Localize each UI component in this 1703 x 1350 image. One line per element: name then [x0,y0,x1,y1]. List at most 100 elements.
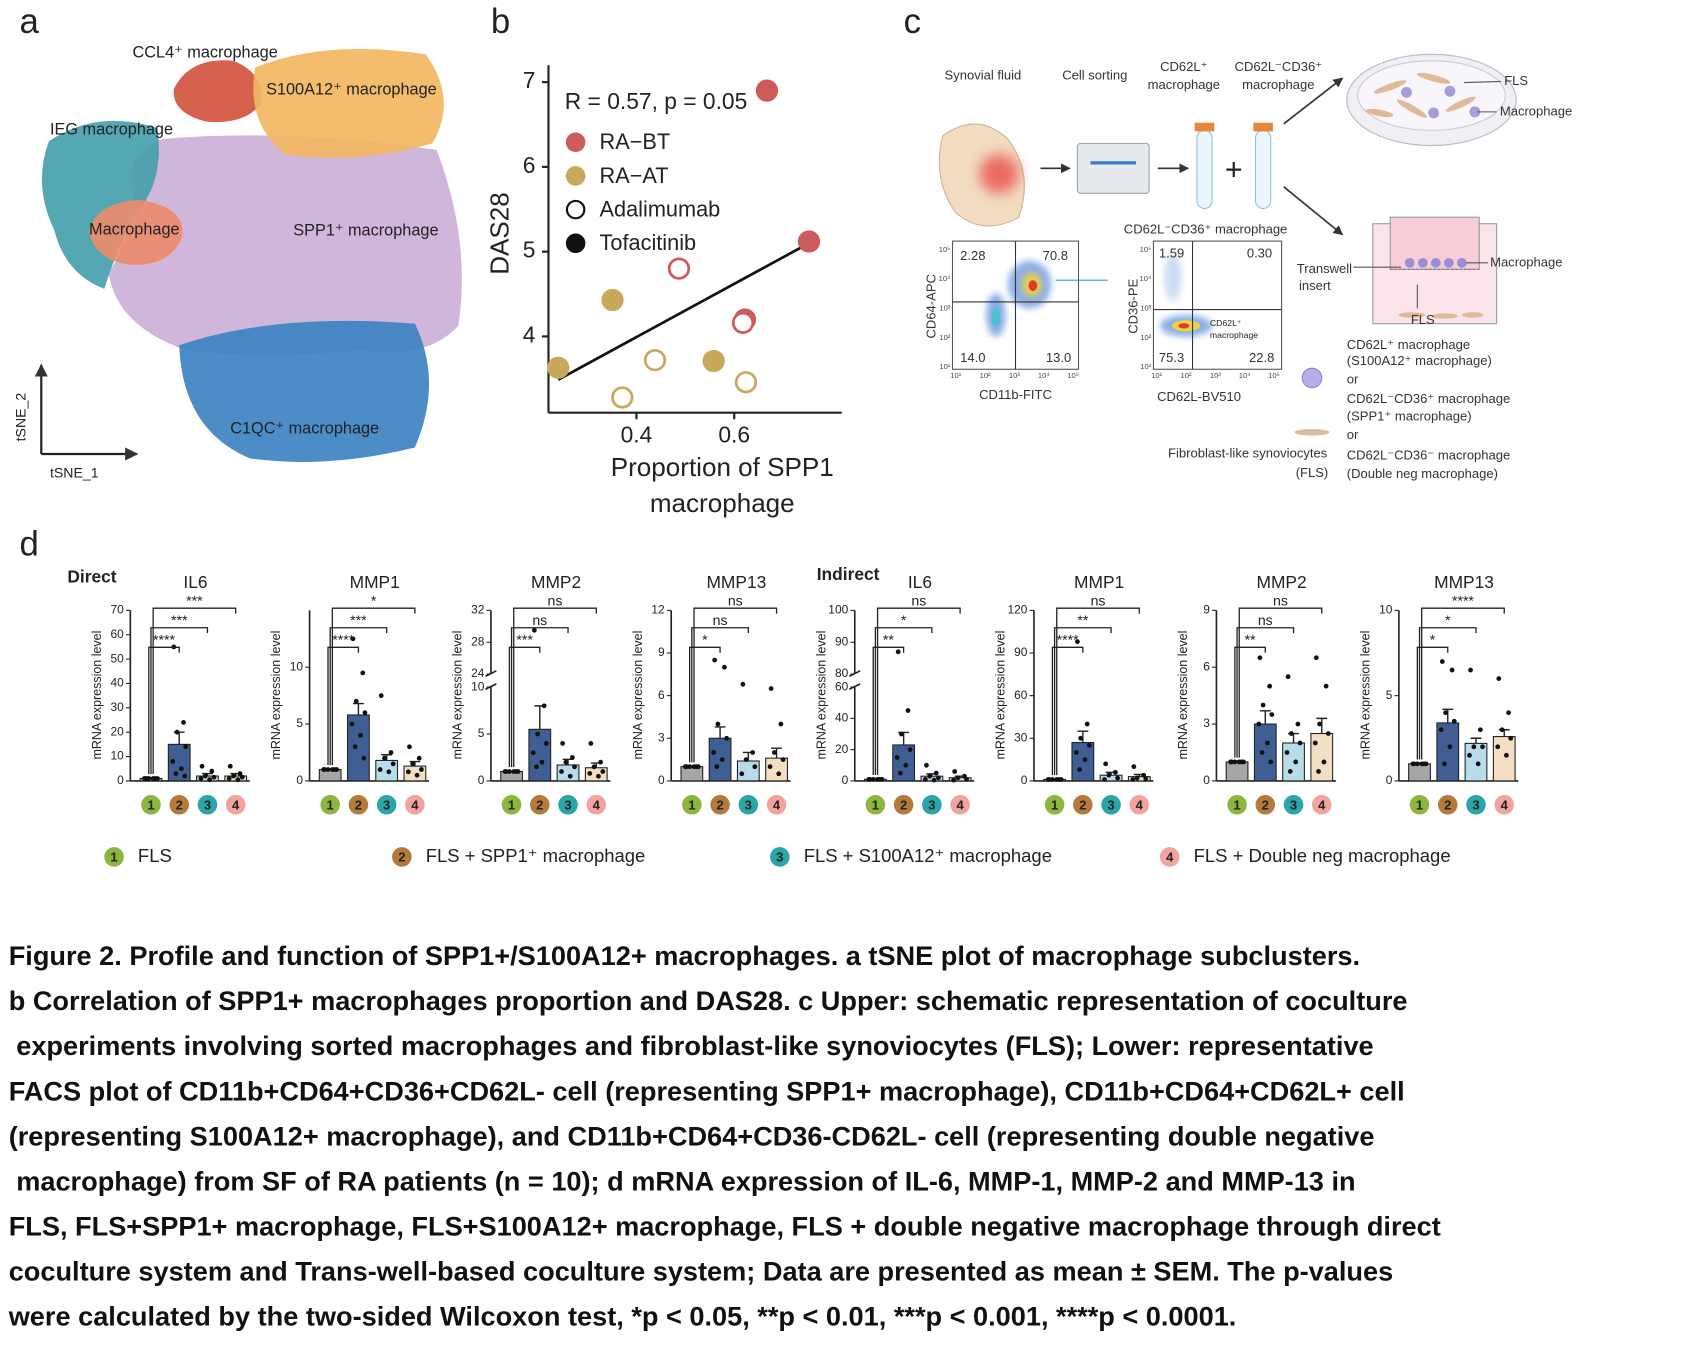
data-point [1288,731,1294,736]
tube-cap [1253,122,1273,132]
chart-title: MMP13 [706,572,766,592]
y-axis-title: mRNA expression level [631,631,645,760]
x-tick-label: 4 [411,797,419,812]
data-point [750,750,756,755]
data-point [1115,775,1120,781]
key-text: CD62L⁺ macrophage [1347,337,1470,352]
data-point [386,769,392,775]
x-axis-title: macrophage [650,488,795,518]
schematic-text: Synovial fluid Cell sorting CD62L⁺ macro… [923,59,1572,480]
y-tick-label: 12 [651,603,665,617]
y-tick-label: 40 [111,676,125,690]
data-point [1054,777,1060,782]
data-point [377,767,383,772]
chart-title: MMP1 [350,572,400,592]
data-point [1103,761,1109,767]
dish-label: Macrophage [1500,103,1572,118]
category-marker [586,795,607,815]
x-tick-label: 4 [773,797,781,812]
data-point [559,769,564,774]
legend-label: FLS + S100A12⁺ macrophage [804,845,1052,866]
x-tick-label: 0.4 [621,422,653,448]
data-point [1084,721,1090,727]
cluster-label: S100A12⁺ macrophage [266,80,437,98]
facs-tick: 10¹ [950,371,961,380]
schematic [938,53,1517,436]
category-marker [1466,795,1486,815]
quadrant-value: 2.28 [960,248,985,263]
quadrant-value: 13.0 [1046,350,1071,365]
data-point [569,755,575,760]
x-tick-label: 4 [1136,797,1144,812]
data-point [543,740,549,746]
quadrant-value: 1.59 [1159,246,1184,261]
x-tick-label: 1 [508,797,515,812]
category-marker [225,795,246,815]
step-label: Cell sorting [1062,67,1127,82]
facs-tick: 10⁵ [1268,371,1280,380]
data-point [964,776,970,782]
gate-label: CD62L⁺ [1210,318,1242,328]
significance-bracket [148,646,180,775]
category-marker [766,795,787,815]
data-point [1287,769,1293,774]
data-point [1323,683,1329,689]
data-point [922,776,928,782]
data-point [931,777,937,783]
legend-number: 3 [776,849,783,864]
significance-label: ns [911,592,926,608]
x-tick-label: 4 [956,797,964,812]
data-point [202,773,208,779]
significance-label: * [1430,632,1436,648]
y-tick-label: 0 [842,773,849,787]
data-point [416,755,422,761]
chart-title: MMP13 [1434,572,1494,592]
x-tick-label: 1 [1416,797,1423,812]
y-tick-label: 5 [478,726,485,740]
data-point [899,731,904,737]
category-marker [1283,795,1304,815]
caption-line: FLS, FLS+SPP1+ macrophage, FLS+S100A12+ … [9,1211,1441,1242]
data-point [1499,727,1505,733]
data-point [209,768,215,774]
x-tick-label: 0.6 [718,422,750,448]
legend-label: FLS + Double neg macrophage [1194,845,1451,866]
transwell-label: Macrophage [1490,254,1562,269]
sorter-icon [1076,142,1150,194]
tube-label: macrophage [1242,77,1314,92]
group-label: Direct [67,566,116,586]
data-point [1419,761,1425,767]
legend-label: RA−BT [600,129,671,154]
facs-tick: 10² [1140,333,1151,342]
key-text: (SPP1⁺ macrophage) [1347,408,1472,423]
legend-label: FLS [138,845,172,866]
significance-bracket [872,646,905,775]
data-point [541,703,547,709]
y-tick-label: 80 [835,666,849,680]
tsne-cluster [173,60,262,123]
y-tick-label: 10 [111,749,125,763]
y-tick-label: 60 [111,627,125,641]
fls-key: Fibroblast-like synoviocytes [1168,445,1328,460]
quadrant-value: 14.0 [960,350,985,365]
tube-label: macrophage [1148,77,1220,92]
category-marker [1073,795,1093,815]
y-tick-label: 10 [290,659,304,673]
tube [1254,129,1272,210]
data-point [535,731,541,737]
error-bar [1470,737,1482,744]
y-axis-title: mRNA expression level [269,631,283,760]
significance-bracket [1236,627,1295,758]
data-point [539,759,545,765]
y-tick-label: 60 [835,679,849,693]
significance-bracket [513,607,597,768]
bar [1310,732,1334,782]
facs-density [991,307,1001,327]
data-point [1316,769,1321,774]
data-point [353,698,359,704]
x-tick-label: 4 [1501,797,1509,812]
category-marker [1044,795,1065,815]
data-point [767,764,773,770]
